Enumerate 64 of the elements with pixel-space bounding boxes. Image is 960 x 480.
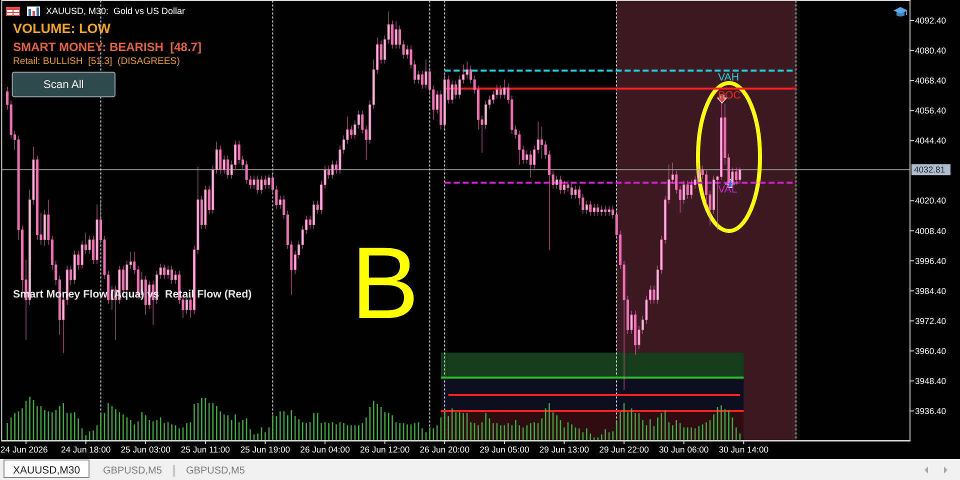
button: Scan All xyxy=(12,72,116,98)
tab: XAUUSD,M30 xyxy=(4,460,90,478)
x-tick-label: 25 Jun 11:00 xyxy=(180,444,230,454)
candlestick xyxy=(634,310,637,356)
candlestick xyxy=(163,264,166,280)
x-tick-label: 29 Jun 13:00 xyxy=(539,444,590,454)
candlestick xyxy=(596,203,600,216)
y-tick-label: 4080.40 xyxy=(915,46,946,56)
candlestick xyxy=(608,205,610,216)
series-label: VAH xyxy=(718,71,739,84)
y-tick-label: 3948.40 xyxy=(915,376,946,386)
candlestick xyxy=(600,205,603,216)
x-tick-label: 29 Jun 05:00 xyxy=(480,444,530,454)
candlestick xyxy=(226,155,230,179)
y-tick-label: 4092.40 xyxy=(915,16,946,26)
x-tick-label: 24 Jun 18:00 xyxy=(60,444,111,454)
x-tick-label: 25 Jun 19:00 xyxy=(240,444,290,454)
candlestick xyxy=(592,203,596,216)
candlestick xyxy=(570,183,573,199)
candlestick xyxy=(312,200,316,230)
text: GBPUSD,M5 xyxy=(186,465,246,476)
candlestick xyxy=(256,175,259,194)
candlestick xyxy=(443,72,446,129)
series-label: VAL xyxy=(718,184,738,196)
y-tick-label: 3960.40 xyxy=(915,346,946,356)
y-tick-label: 4044.40 xyxy=(915,136,946,146)
candlestick xyxy=(690,179,693,199)
x-tick-label: 26 Jun 12:00 xyxy=(360,444,410,454)
x-tick-label: 24 Jun 2026 xyxy=(0,444,48,454)
candlestick xyxy=(219,145,222,174)
y-tick-label: 3996.40 xyxy=(915,256,946,266)
candlestick xyxy=(260,175,263,194)
annotation: B xyxy=(351,226,420,340)
text: XAUUSD, M30: Gold vs US Dollar xyxy=(46,6,186,16)
candlestick xyxy=(734,167,738,185)
annotation: Scan All xyxy=(43,79,84,91)
y-tick-label: 4056.40 xyxy=(915,106,946,116)
candlestick xyxy=(331,160,334,179)
candlestick xyxy=(204,185,207,230)
y-tick-label: 3936.40 xyxy=(915,406,946,416)
annotation: SMART MONEY: BEARISH [48.7] xyxy=(13,40,202,54)
candlestick xyxy=(559,175,562,194)
y-tick-label: 3984.40 xyxy=(915,286,946,296)
x-tick-label: 30 Jun 06:00 xyxy=(659,444,709,454)
candlestick xyxy=(589,200,592,216)
x-tick-label: 26 Jun 20:00 xyxy=(420,444,470,454)
y-tick-label: 3972.40 xyxy=(915,316,946,326)
text: GBPUSD,M5 xyxy=(103,465,162,476)
x-tick-label: 26 Jun 04:00 xyxy=(300,444,350,454)
annotation: Retail: BULLISH [51.3] (DISAGREES) xyxy=(13,56,180,67)
series-label: POC xyxy=(718,89,742,102)
candlestick xyxy=(394,21,398,49)
candlestick xyxy=(604,205,607,216)
candlestick xyxy=(170,266,174,284)
y-tick-label: 4008.40 xyxy=(915,226,946,236)
candlestick xyxy=(73,250,76,284)
annotation: VOLUME: LOW xyxy=(13,21,111,36)
x-tick-label: 25 Jun 03:00 xyxy=(120,444,171,454)
x-tick-label: 29 Jun 22:00 xyxy=(599,444,650,454)
x-tick-label: 30 Jun 14:00 xyxy=(718,444,769,454)
y-tick-label: 4068.40 xyxy=(915,76,946,86)
candlestick xyxy=(738,167,742,184)
ref-line-label: 4032.81 xyxy=(914,164,946,175)
y-tick-label: 4020.40 xyxy=(915,196,946,206)
